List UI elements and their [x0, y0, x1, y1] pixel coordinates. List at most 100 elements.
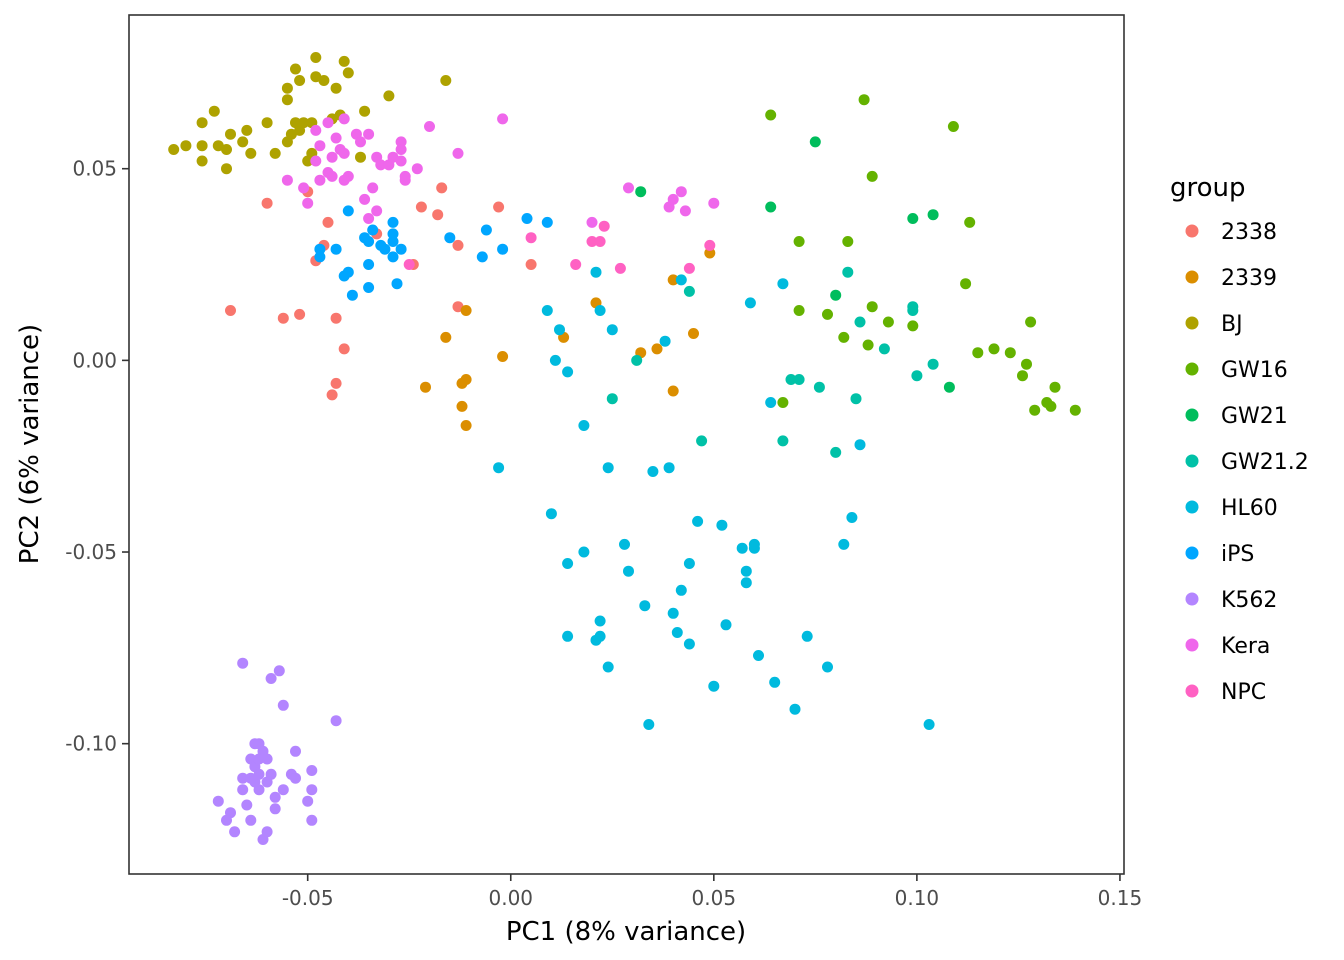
point-BJ-34 [342, 67, 354, 79]
point-HL60-11 [594, 305, 606, 316]
x-axis: -0.05 0.00 0.05 0.10 0.15 [282, 874, 1142, 910]
point-K562-37 [261, 753, 273, 765]
point-GW16-22 [1029, 404, 1041, 416]
point-Kera-19 [359, 193, 371, 205]
point-Kera-33 [411, 163, 423, 175]
legend-key-NPC [1185, 684, 1199, 698]
point-K562-23 [261, 826, 273, 838]
point-HL60-41 [753, 650, 764, 661]
series-GW16 [765, 94, 1081, 416]
point-2339-6 [460, 305, 472, 316]
y-axis: -0.10 -0.05 0.00 0.05 [65, 157, 129, 756]
point-GW21.2-13 [911, 370, 923, 382]
legend-label-BJ: BJ [1221, 312, 1243, 337]
point-GW21-6 [943, 381, 955, 393]
point-BJ-13 [261, 117, 273, 129]
point-HL60-16 [602, 661, 614, 673]
point-HL60-46 [801, 630, 813, 642]
point-GW21.2-14 [830, 446, 842, 458]
point-2339-12 [667, 274, 679, 286]
point-Kera-6 [314, 174, 326, 186]
point-Kera-34 [424, 121, 435, 132]
point-Kera-22 [367, 182, 379, 194]
point-GW21.2-6 [842, 266, 854, 278]
legend-key-GW21.2 [1185, 454, 1199, 468]
point-GW16-11 [882, 316, 894, 328]
point-HL60-30 [683, 638, 695, 650]
point-2338-16 [436, 182, 448, 194]
point-GW21.2-0 [683, 285, 695, 297]
point-HL60-9 [578, 546, 590, 558]
point-2339-11 [651, 343, 663, 355]
point-2339-15 [704, 247, 716, 259]
x-tick-label-2: 0.05 [692, 886, 737, 910]
point-HL60-35 [736, 542, 748, 554]
point-GW16-10 [866, 170, 878, 182]
point-Kera-35 [452, 147, 464, 159]
point-GW16-25 [1049, 381, 1061, 393]
point-BJ-10 [237, 136, 249, 148]
point-K562-0 [237, 657, 249, 669]
point-Kera-4 [310, 155, 322, 167]
point-HL60-23 [659, 335, 671, 347]
point-Kera-24 [371, 205, 383, 217]
point-iPS-2 [330, 243, 342, 255]
y-tick-label-1: -0.05 [65, 540, 117, 564]
point-HL60-8 [578, 420, 590, 431]
legend: group 2338 2339 BJ GW16 GW21 GW21.2 HL60 iPS K56… [1170, 173, 1309, 705]
point-HL60-21 [643, 719, 655, 730]
point-HL60-43 [769, 676, 781, 688]
point-iPS-14 [387, 236, 399, 247]
legend-label-K562: K562 [1221, 588, 1277, 613]
point-GW16-17 [988, 343, 1000, 355]
point-BJ-23 [298, 117, 310, 129]
point-HL60-51 [923, 719, 935, 730]
point-HL60-19 [623, 565, 634, 577]
point-K562-4 [330, 715, 342, 727]
point-iPS-24 [521, 213, 533, 224]
point-GW21.2-11 [907, 305, 919, 316]
point-Kera-7 [322, 117, 334, 129]
point-K562-14 [245, 814, 257, 826]
point-GW16-14 [960, 278, 972, 290]
point-HL60-20 [639, 600, 651, 612]
series-GW21 [635, 136, 955, 393]
point-2338-6 [294, 308, 306, 320]
point-Kera-25 [375, 159, 387, 171]
legend-label-GW21.2: GW21.2 [1221, 450, 1309, 475]
point-NPC-2 [570, 259, 582, 270]
point-K562-8 [221, 814, 232, 826]
series-Kera [281, 113, 720, 228]
legend-label-Kera: Kera [1221, 634, 1270, 659]
point-K562-30 [290, 772, 301, 784]
point-HL60-17 [606, 324, 618, 336]
point-2338-9 [338, 343, 350, 355]
point-K562-25 [265, 768, 277, 780]
point-K562-2 [273, 665, 285, 677]
point-K562-36 [253, 753, 265, 765]
series-iPS [314, 205, 553, 301]
point-BJ-6 [212, 140, 224, 152]
point-2339-7 [497, 351, 509, 362]
point-GW21.2-3 [785, 374, 797, 385]
point-2339-5 [460, 420, 472, 431]
point-Kera-37 [586, 216, 598, 228]
point-iPS-1 [314, 243, 326, 255]
point-K562-10 [237, 784, 249, 796]
point-K562-5 [212, 795, 224, 807]
point-K562-19 [253, 768, 265, 780]
point-Kera-21 [363, 213, 375, 224]
point-iPS-9 [363, 282, 375, 293]
point-2338-5 [277, 312, 289, 324]
point-Kera-36 [497, 113, 509, 125]
point-GW16-26 [1069, 404, 1081, 416]
point-NPC-3 [586, 236, 598, 247]
point-2338-0 [261, 197, 273, 209]
legend-key-2338 [1185, 224, 1199, 238]
legend-key-iPS [1185, 546, 1199, 560]
point-HL60-27 [675, 584, 687, 596]
point-Kera-5 [314, 140, 326, 152]
point-BJ-33 [338, 55, 350, 67]
y-tick-label-0: -0.10 [65, 732, 117, 756]
point-K562-11 [241, 799, 253, 811]
